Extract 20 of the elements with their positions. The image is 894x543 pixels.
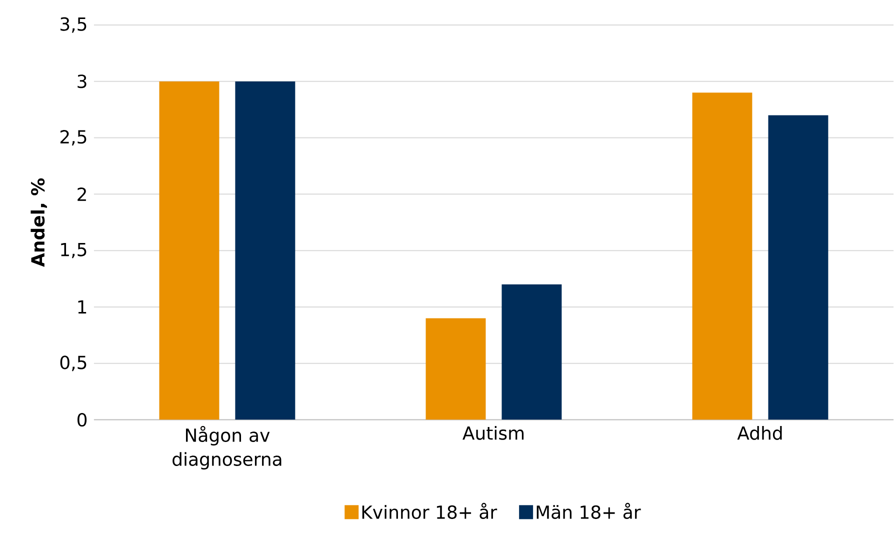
y-tick-label: 2,5 <box>60 130 86 146</box>
bar <box>768 115 828 420</box>
y-tick-label: 3 <box>78 74 86 88</box>
bar <box>235 82 296 420</box>
x-tick-label: Adhd <box>737 426 782 440</box>
y-tick-label: 1,5 <box>61 243 86 258</box>
x-tick-label: Någon av diagnoserna <box>172 426 282 470</box>
legend-label: Kvinnor 18+ år <box>362 503 498 520</box>
y-tick-label: 3,5 <box>60 17 86 33</box>
y-tick-label: 0 <box>78 413 87 427</box>
y-tick-label: 2 <box>78 188 86 202</box>
bar <box>502 284 562 420</box>
y-tick-label: 0,5 <box>60 356 86 372</box>
bar <box>159 82 220 420</box>
legend-label: Män 18+ år <box>536 503 641 520</box>
y-tick-label: 1 <box>78 300 86 314</box>
bar <box>692 92 752 420</box>
y-axis-title: Andel, % <box>30 178 47 267</box>
bar <box>426 318 486 420</box>
x-tick-label: Autism <box>462 426 524 440</box>
